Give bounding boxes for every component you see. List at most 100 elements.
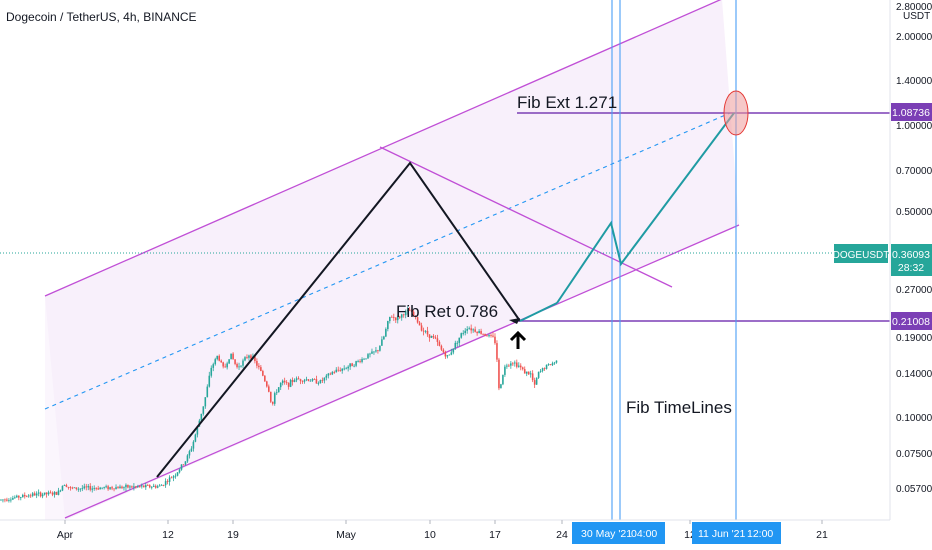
arrow-up-icon <box>509 330 527 349</box>
candle-body <box>531 373 534 381</box>
candle-body <box>200 413 203 421</box>
time-tick-label: 10 <box>424 529 436 541</box>
candle-body <box>186 455 189 462</box>
channel-band <box>45 0 739 520</box>
candle-body <box>359 361 361 362</box>
badge-fib-ret: 0.21008 <box>891 312 932 330</box>
candle-body <box>240 365 242 367</box>
candle-body <box>521 367 524 370</box>
price-tick-label: 0.27000 <box>896 285 932 296</box>
candle-body <box>133 486 135 488</box>
candle-body <box>204 397 207 407</box>
candle-body <box>385 329 387 337</box>
candle-body <box>113 488 115 490</box>
candle-body <box>379 345 381 351</box>
candle-body <box>424 330 427 332</box>
candle-body <box>303 379 306 382</box>
candle-body <box>383 336 385 340</box>
candle-body <box>502 374 504 385</box>
candle-body <box>230 353 232 360</box>
candle-body <box>339 370 342 371</box>
svg-text:28:32: 28:32 <box>898 262 924 274</box>
candle-body <box>248 355 250 358</box>
swing-lines <box>156 161 521 478</box>
candle-body <box>79 488 82 490</box>
candle-body <box>315 379 318 384</box>
candle-body <box>49 492 52 494</box>
candle-body <box>196 426 199 435</box>
candle-body <box>214 359 217 365</box>
candle-body <box>529 373 532 375</box>
candle-body <box>543 368 546 370</box>
price-tick-label: 0.05700 <box>896 484 932 495</box>
candle-body <box>178 469 181 473</box>
candle-body <box>95 488 97 489</box>
candle-body <box>289 379 292 387</box>
badge-symbol: DOGEUSDT <box>833 244 890 263</box>
candle-body <box>29 495 32 497</box>
time-axis[interactable] <box>0 520 932 550</box>
candle-body <box>285 382 288 384</box>
candle-body <box>343 368 345 370</box>
candle-body <box>492 335 494 337</box>
fib-timelines-label: Fib TimeLines <box>626 398 732 417</box>
price-tick-label: 1.40000 <box>896 76 932 87</box>
candle-body <box>21 494 24 498</box>
candle-body <box>256 361 258 366</box>
candle-body <box>135 486 137 488</box>
candle-body <box>317 383 320 384</box>
candle-body <box>228 359 230 364</box>
candle-body <box>226 363 228 368</box>
candle-body <box>208 375 211 387</box>
svg-text:0.36093: 0.36093 <box>892 249 930 261</box>
candle-body <box>377 350 379 352</box>
candle-body <box>474 329 476 332</box>
candle-body <box>97 488 99 490</box>
candle-body <box>8 500 10 501</box>
candle-body <box>410 310 413 312</box>
candle-body <box>527 371 530 375</box>
candle-body <box>470 328 472 331</box>
fib-ret-label: Fib Ret 0.786 <box>396 302 498 321</box>
candle-body <box>323 377 326 381</box>
price-tick-label: 2.80000 <box>896 2 932 13</box>
candle-body <box>472 329 474 331</box>
candle-body <box>234 359 236 364</box>
candle-body <box>115 487 117 490</box>
candle-body <box>190 448 193 452</box>
candle-body <box>422 330 425 332</box>
candle-body <box>478 331 480 334</box>
candle-body <box>367 354 369 359</box>
candle-body <box>400 314 403 318</box>
candle-body <box>180 464 183 470</box>
candle-body <box>349 363 351 367</box>
candle-body <box>117 487 119 489</box>
candle-body <box>275 392 278 394</box>
svg-text:DOGEUSDT: DOGEUSDT <box>833 250 890 261</box>
candle-body <box>137 486 139 488</box>
candle-body <box>258 365 260 368</box>
price-tick-label: 0.10000 <box>896 413 932 424</box>
time-tick-label: 12 <box>162 529 174 541</box>
candle-body <box>158 485 161 487</box>
candle-body <box>555 360 558 363</box>
candle-body <box>33 493 36 496</box>
candle-body <box>65 485 68 487</box>
candle-body <box>162 484 165 486</box>
candle-body <box>551 363 554 366</box>
candle-body <box>194 434 197 442</box>
candle-body <box>236 363 238 368</box>
candle-body <box>87 486 90 488</box>
price-tick-label: 0.14000 <box>896 369 932 380</box>
candle-body <box>381 339 383 346</box>
candle-body <box>476 331 478 334</box>
candle-body <box>517 365 520 367</box>
candle-body <box>99 487 101 490</box>
candle-body <box>295 378 298 381</box>
price-tick-label: 0.50000 <box>896 207 932 218</box>
candle-body <box>335 369 338 373</box>
channel-lower-line <box>64 224 740 519</box>
candle-body <box>418 322 421 326</box>
candle-body <box>67 486 70 488</box>
